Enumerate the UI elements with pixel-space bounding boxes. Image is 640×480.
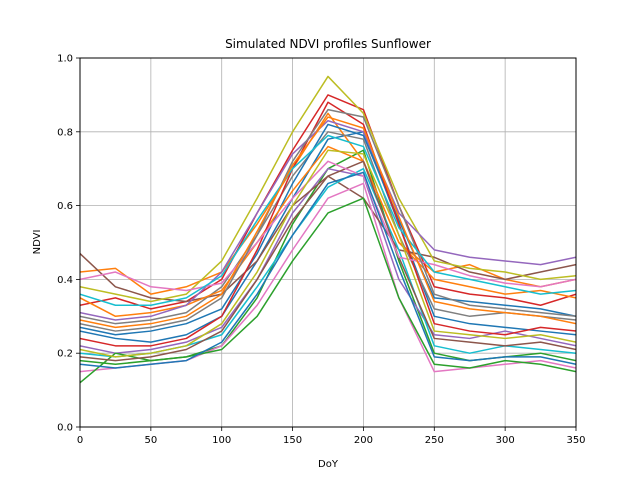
x-tick-label: 100 xyxy=(212,435,231,446)
ndvi-profile-line xyxy=(80,167,576,358)
ndvi-profile-line xyxy=(80,101,576,347)
ndvi-profile-line xyxy=(80,149,576,358)
ndvi-profile-line xyxy=(80,197,576,384)
plot-series-group xyxy=(80,75,576,384)
x-tick-label: 200 xyxy=(354,435,373,446)
x-tick-label: 150 xyxy=(283,435,302,446)
ndvi-profile-line xyxy=(80,112,576,295)
ndvi-profile-line xyxy=(80,160,576,292)
ndvi-profile-line xyxy=(80,145,576,318)
plot-frame xyxy=(79,57,577,428)
x-tick-label: 50 xyxy=(144,435,157,446)
chart-title: Simulated NDVI profiles Sunflower xyxy=(225,37,431,51)
x-axis-label: DoY xyxy=(318,459,339,470)
ndvi-profile-line xyxy=(80,171,576,369)
ndvi-profile-line xyxy=(80,131,576,343)
y-axis-ticks: 0.0 0.2 0.4 0.6 0.8 1.0 xyxy=(57,54,80,434)
y-tick-label: 0.8 xyxy=(57,127,73,138)
x-axis-ticks: 0 50 100 150 200 250 300 350 xyxy=(77,427,586,446)
ndvi-profile-line xyxy=(80,108,576,332)
ndvi-profile-line xyxy=(80,94,576,310)
ndvi-profile-line xyxy=(80,123,576,336)
y-tick-label: 0.2 xyxy=(57,349,73,360)
x-tick-label: 250 xyxy=(425,435,444,446)
x-tick-label: 0 xyxy=(77,435,83,446)
y-tick-label: 1.0 xyxy=(57,54,73,65)
y-axis-label: NDVI xyxy=(32,230,43,255)
ndvi-profile-line xyxy=(80,116,576,329)
ndvi-profile-line xyxy=(80,160,576,362)
y-tick-label: 0.4 xyxy=(57,275,73,286)
x-tick-label: 350 xyxy=(566,435,585,446)
ndvi-profile-line xyxy=(80,134,576,306)
x-tick-label: 300 xyxy=(496,435,515,446)
ndvi-profile-line xyxy=(80,131,576,325)
ndvi-profile-line xyxy=(80,119,576,321)
y-tick-label: 0.6 xyxy=(57,201,73,212)
y-tick-label: 0.0 xyxy=(57,423,73,434)
ndvi-profile-line xyxy=(80,75,576,303)
